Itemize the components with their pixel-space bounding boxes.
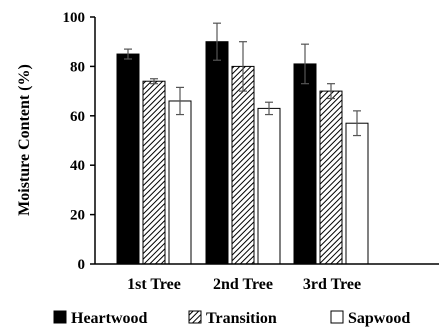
legend: Heartwood Transition Sapwood <box>53 310 410 327</box>
y-tick-label: 80 <box>70 59 85 75</box>
bar-heartwood-2 <box>205 41 229 265</box>
x-tick-label: 1st Tree <box>127 276 181 293</box>
y-tick-label: 60 <box>70 109 85 125</box>
legend-label-heartwood: Heartwood <box>71 310 148 327</box>
y-axis-title: Moisture Content (%) <box>16 64 33 216</box>
legend-swatch-transition <box>188 310 202 324</box>
bar-transition-2 <box>231 65 255 265</box>
bar-transition-1 <box>142 80 166 265</box>
y-tick-label: 100 <box>63 10 86 26</box>
y-tick-label: 0 <box>78 257 86 273</box>
legend-label-sapwood: Sapwood <box>348 310 410 327</box>
legend-swatch-heartwood <box>53 310 67 324</box>
x-tick-label: 3rd Tree <box>303 276 361 293</box>
y-tick-label: 20 <box>70 208 85 224</box>
legend-swatch-sapwood <box>330 310 344 324</box>
bars-group <box>116 41 369 265</box>
legend-label-transition: Transition <box>206 310 277 327</box>
y-axis-ticks: 0 20 40 60 80 100 <box>63 10 95 273</box>
bar-heartwood-3 <box>293 63 317 265</box>
error-bars-group <box>124 22 361 137</box>
bar-sapwood-1 <box>168 100 192 265</box>
bar-sapwood-2 <box>257 107 281 265</box>
bar-transition-3 <box>319 90 343 265</box>
x-tick-label: 2nd Tree <box>213 276 273 293</box>
y-tick-label: 40 <box>70 158 85 174</box>
x-axis-labels: 1st Tree 2nd Tree 3rd Tree <box>127 276 361 293</box>
bar-heartwood-1 <box>116 53 140 265</box>
bar-sapwood-3 <box>345 122 369 265</box>
